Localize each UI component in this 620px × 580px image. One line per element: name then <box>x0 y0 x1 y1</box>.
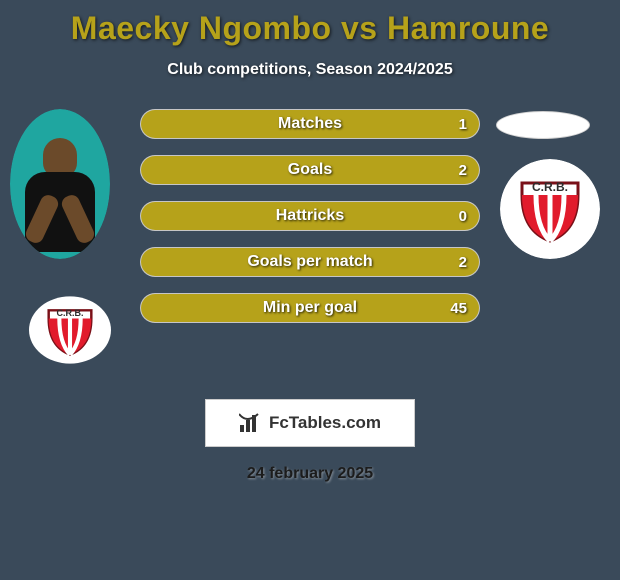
page-title: Maecky Ngombo vs Hamroune <box>0 0 620 47</box>
stat-value-right: 45 <box>450 300 467 317</box>
date-line: 24 february 2025 <box>0 465 620 483</box>
source-branding: FcTables.com <box>205 399 415 447</box>
stat-fill-right <box>327 202 479 230</box>
stat-value-right: 2 <box>459 254 467 271</box>
club-badge-right: C.R.B. <box>500 159 600 259</box>
stat-row: Goals per match 2 <box>140 247 480 277</box>
player-silhouette <box>25 134 95 254</box>
content-area: C.R.B. C.R.B. Matches1Goals2Hattri <box>0 109 620 369</box>
stat-label: Hattricks <box>276 207 344 225</box>
page-root: Maecky Ngombo vs Hamroune Club competiti… <box>0 0 620 580</box>
stat-value-right: 1 <box>459 116 467 133</box>
avatar-left-bg <box>10 109 110 259</box>
stat-fill-left <box>141 110 293 138</box>
crb-badge-left: C.R.B. <box>20 289 120 371</box>
stat-row: Hattricks 0 <box>140 201 480 231</box>
stat-value-right: 0 <box>459 208 467 225</box>
stat-fill-left <box>141 156 310 184</box>
page-subtitle: Club competitions, Season 2024/2025 <box>0 61 620 79</box>
club-badge-left: C.R.B. <box>20 289 120 371</box>
crb-badge-right: C.R.B. <box>500 159 600 259</box>
source-label: FcTables.com <box>269 413 381 433</box>
stat-label: Goals per match <box>247 253 372 271</box>
stat-label: Min per goal <box>263 299 357 317</box>
stat-value-right: 2 <box>459 162 467 179</box>
stats-bars: Matches 1 Goals 2 Hattricks 0 Goals per match 2… <box>140 109 480 339</box>
stat-label: Goals <box>288 161 332 179</box>
stat-row: Matches 1 <box>140 109 480 139</box>
avatar-player-left <box>10 109 110 259</box>
stat-row: Min per goal 45 <box>140 293 480 323</box>
crb-shield-icon: C.R.B. <box>20 289 120 371</box>
crb-shield-icon: C.R.B. <box>500 159 600 259</box>
crb-text-right: C.R.B. <box>532 180 568 194</box>
stat-fill-right <box>310 156 479 184</box>
stat-label: Matches <box>278 115 342 133</box>
stat-row: Goals 2 <box>140 155 480 185</box>
ellipse-marker-right <box>496 111 590 139</box>
crb-text-left: C.R.B. <box>57 308 84 318</box>
bar-chart-icon <box>239 413 263 433</box>
